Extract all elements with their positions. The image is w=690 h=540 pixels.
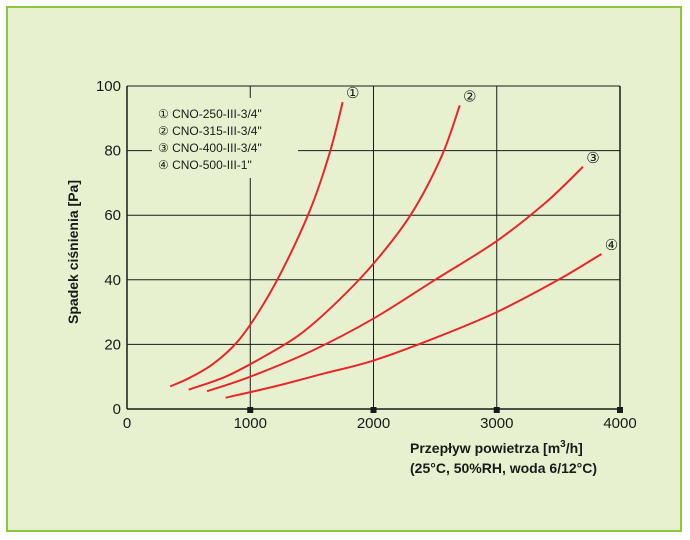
y-tick-label: 0 [113,401,121,418]
x-tick-label: 4000 [603,415,636,432]
series-marker-3: ③ [586,149,599,167]
series-marker-1: ① [346,84,359,102]
y-axis-label: Spadek ciśnienia [Pa] [65,180,81,324]
x-tick-mark [617,407,623,413]
x-tick-label: 1000 [234,415,267,432]
grid [127,85,620,409]
legend-item: ① CNO-250-III-3/4" [158,107,262,121]
y-tick-label: 100 [96,78,121,95]
x-tick-mark [493,407,500,413]
legend-box [152,98,298,178]
series-line-4 [225,253,603,399]
x-tick-mark [370,407,377,413]
y-tick-label: 80 [104,143,121,160]
legend: ① CNO-250-III-3/4" ② CNO-315-III-3/4" ③ … [152,98,298,178]
y-tick-label: 40 [104,272,121,289]
series: ① ② ③ ④ [169,84,618,399]
y-tick-label: 60 [104,207,121,224]
axes [126,86,623,413]
series-marker-2: ② [463,87,476,105]
series-line-1 [169,101,344,388]
y-tick-label: 20 [104,336,121,353]
x-axis-label-line1: Przepływ powietrza [m3/h] [410,439,583,456]
chart-panel [6,6,682,532]
x-tick-mark [247,407,254,413]
x-tick-label: 0 [123,415,131,432]
x-axis-label-line2: (25°C, 50%RH, woda 6/12°C) [410,460,597,476]
legend-item: ④ CNO-500-III-1" [158,158,252,172]
series-line-2 [188,105,461,391]
x-tick-label: 2000 [357,415,390,432]
x-tick-label: 3000 [480,415,513,432]
series-marker-4: ④ [605,236,618,254]
series-line-3 [206,166,584,393]
legend-item: ③ CNO-400-III-3/4" [158,141,262,155]
legend-item: ② CNO-315-III-3/4" [158,124,262,138]
